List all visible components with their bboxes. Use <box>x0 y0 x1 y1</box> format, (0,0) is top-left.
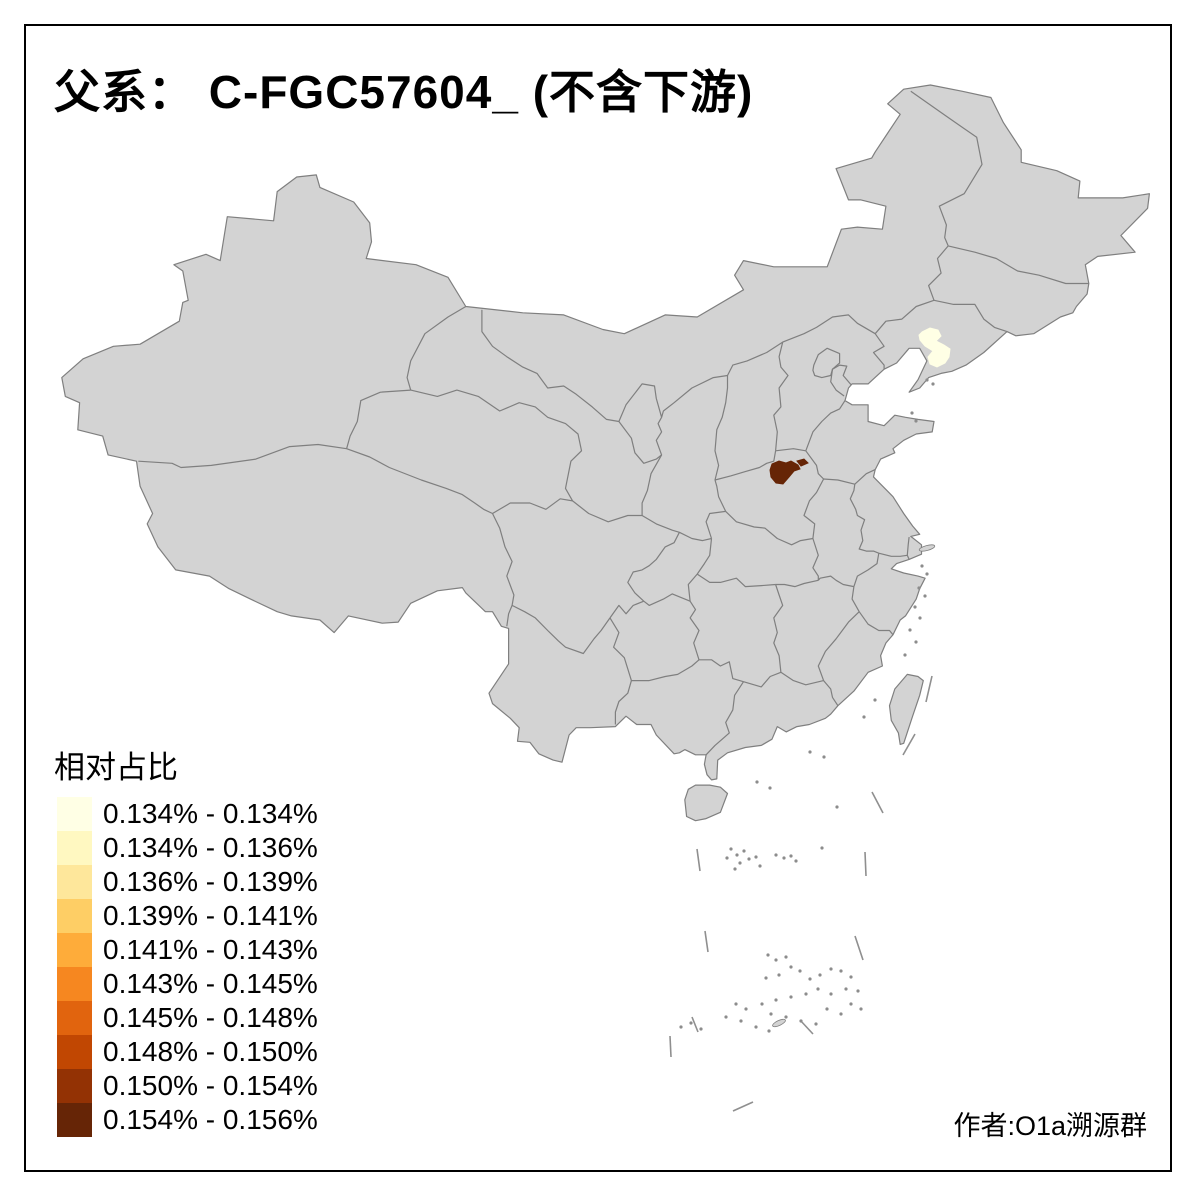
legend-color-swatch <box>57 865 92 899</box>
legend: 相对占比 0.134% - 0.134% 0.134% - 0.136% 0.136… <box>54 742 318 1137</box>
shanxi-henan-border-region <box>769 460 801 485</box>
attribution-text: 作者:O1a溯源群 <box>953 1111 1147 1141</box>
legend-label: 0.134% - 0.136% <box>103 832 318 863</box>
legend-color-swatch <box>57 967 92 1001</box>
hainan-island <box>684 784 729 822</box>
legend-item: 0.139% - 0.141% <box>57 899 318 933</box>
legend-label: 0.150% - 0.154% <box>103 1070 318 1101</box>
legend-item: 0.136% - 0.139% <box>57 865 318 899</box>
shanxi-henan-border-region <box>796 458 809 467</box>
legend-item: 0.134% - 0.134% <box>57 797 318 831</box>
legend-item: 0.145% - 0.148% <box>57 1001 318 1035</box>
legend-color-swatch <box>57 1035 92 1069</box>
taiwan-island <box>888 673 924 745</box>
south-china-sea-islands <box>679 378 936 1033</box>
legend-item: 0.134% - 0.136% <box>57 831 318 865</box>
highlighted-regions <box>769 327 951 485</box>
nine-dash-line <box>669 675 933 1112</box>
legend-label: 0.134% - 0.134% <box>103 798 318 829</box>
china-mainland <box>61 84 1150 781</box>
legend-color-swatch <box>57 1103 92 1137</box>
legend-item: 0.143% - 0.145% <box>57 967 318 1001</box>
legend-color-swatch <box>57 933 92 967</box>
page-title: 父系： C-FGC57604_ (不含下游) <box>54 66 754 118</box>
legend-item: 0.150% - 0.154% <box>57 1069 318 1103</box>
legend-color-swatch <box>57 1001 92 1035</box>
legend-item: 0.148% - 0.150% <box>57 1035 318 1069</box>
legend-label: 0.141% - 0.143% <box>103 934 318 965</box>
legend-color-swatch <box>57 797 92 831</box>
province-borders <box>138 90 1089 756</box>
legend-color-swatch <box>57 831 92 865</box>
legend-label: 0.145% - 0.148% <box>103 1002 318 1033</box>
legend-label: 0.136% - 0.139% <box>103 866 318 897</box>
legend-label: 0.143% - 0.145% <box>103 968 318 999</box>
legend-title: 相对占比 <box>54 750 178 785</box>
legend-label: 0.148% - 0.150% <box>103 1036 318 1067</box>
legend-item: 0.141% - 0.143% <box>57 933 318 967</box>
legend-label: 0.154% - 0.156% <box>103 1104 318 1135</box>
legend-items: 0.134% - 0.134% 0.134% - 0.136% 0.136% - 0… <box>57 797 318 1137</box>
land-regions <box>61 84 1150 822</box>
legend-color-swatch <box>57 899 92 933</box>
legend-label: 0.139% - 0.141% <box>103 900 318 931</box>
liaoning-central-region <box>918 327 951 368</box>
legend-item: 0.154% - 0.156% <box>57 1103 318 1137</box>
legend-color-swatch <box>57 1069 92 1103</box>
